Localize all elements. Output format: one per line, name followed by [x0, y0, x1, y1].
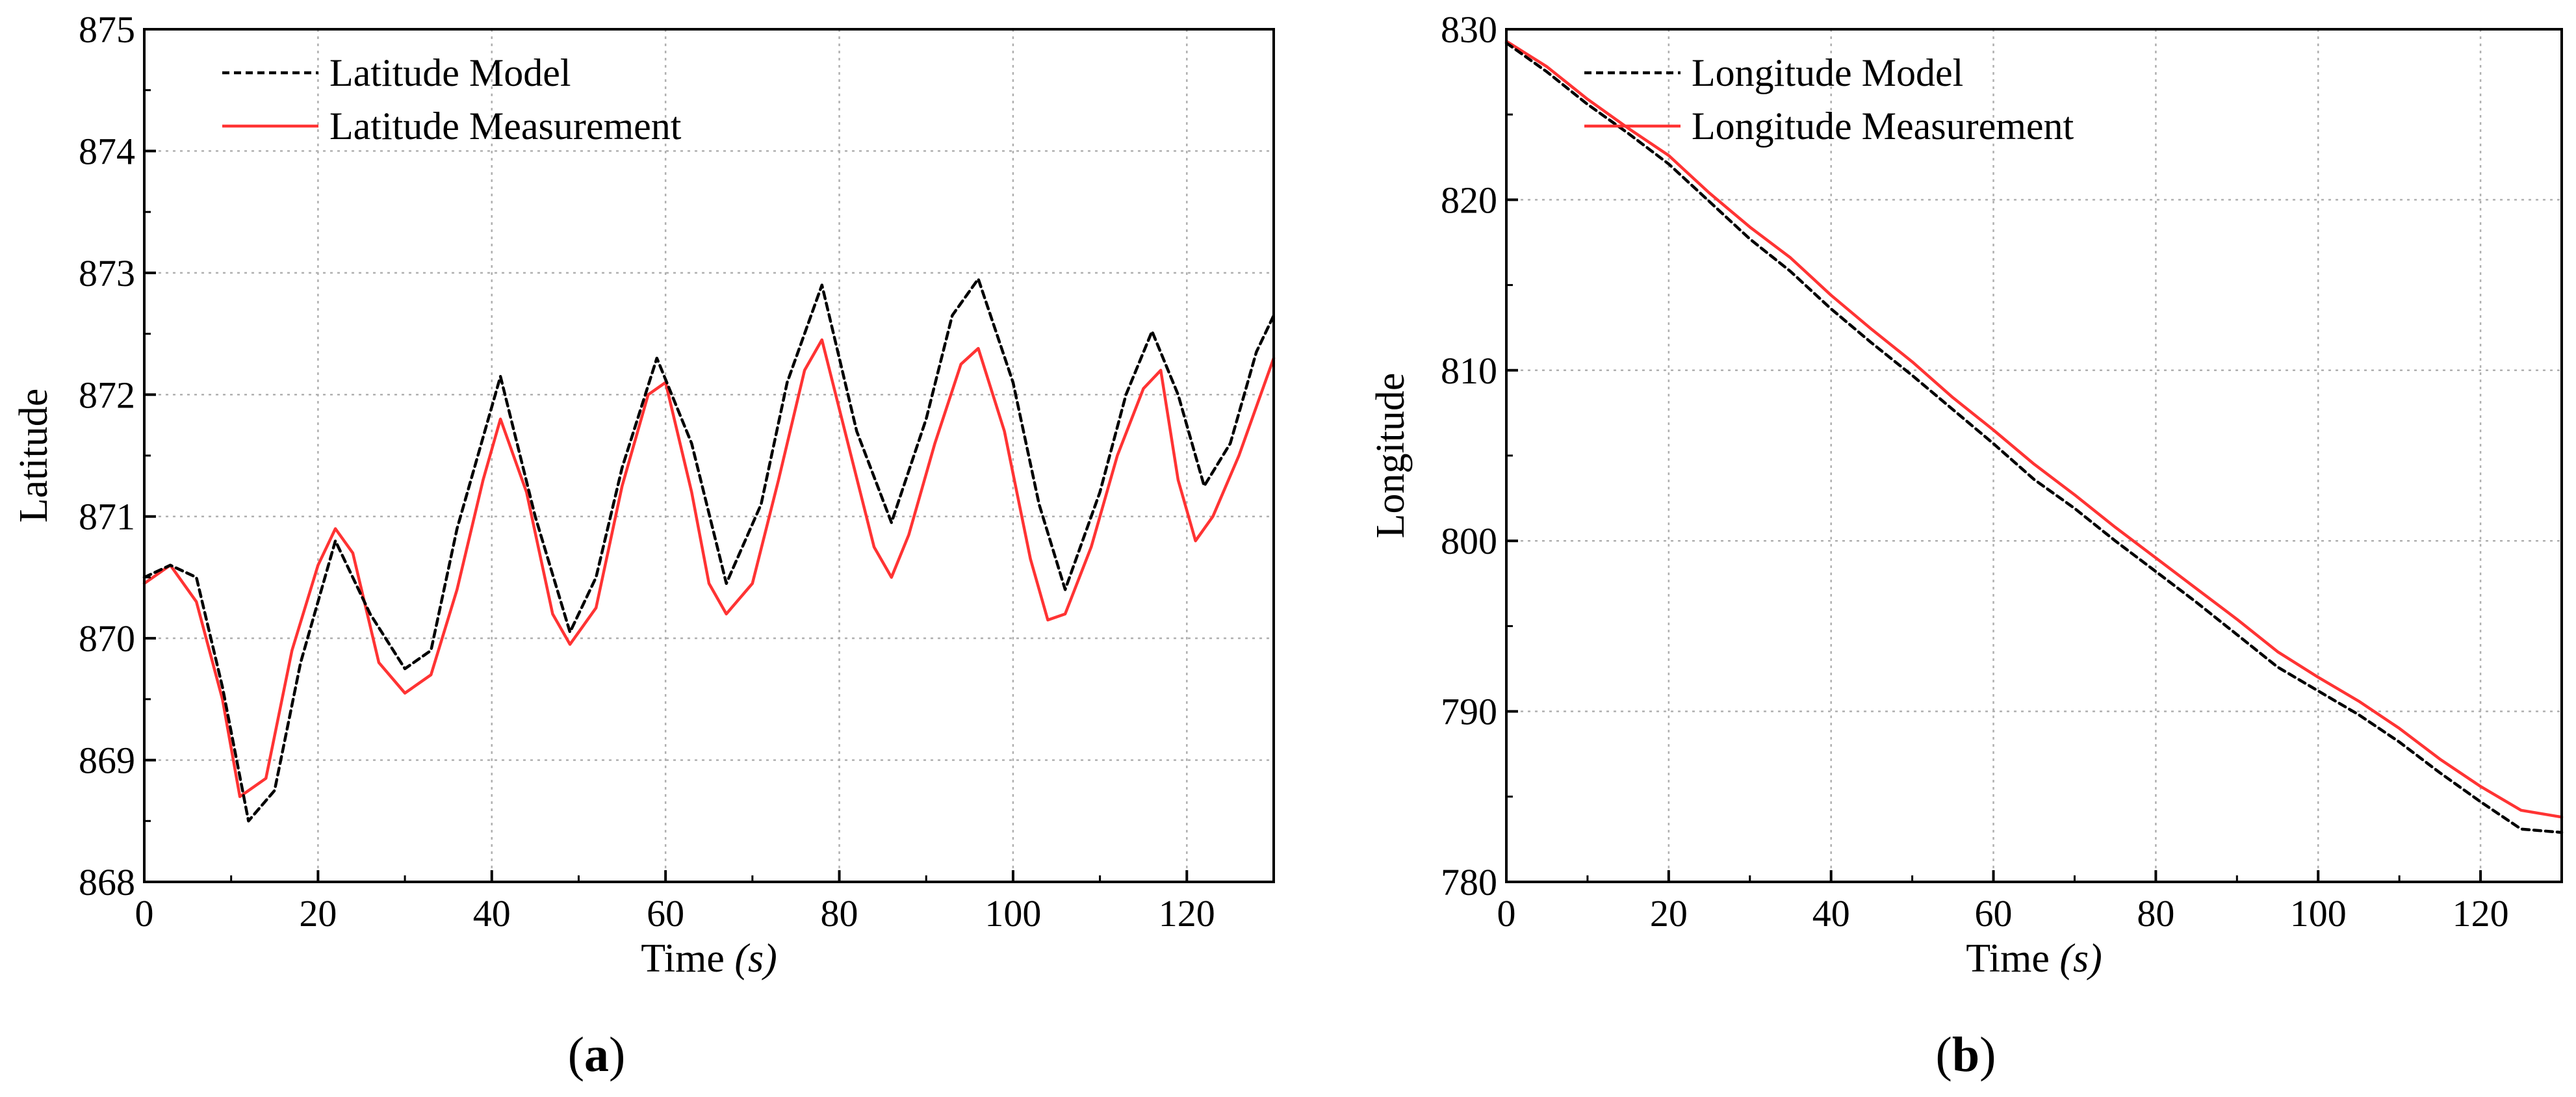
latitude-legend-label: Latitude Measurement	[329, 105, 682, 148]
longitude-ticks	[1505, 28, 2482, 883]
longitude-y-tick-label: 820	[1441, 179, 1497, 221]
panel-label-letter: a	[584, 1027, 609, 1082]
latitude-y-tick-label: 873	[79, 252, 135, 294]
latitude-y-axis-title: Latitude	[12, 389, 56, 523]
latitude-x-tick-label: 100	[985, 892, 1041, 935]
longitude-x-tick-label: 0	[1497, 892, 1516, 935]
panel-label-open: (	[568, 1027, 584, 1082]
x-axis-title-main: Time	[1966, 936, 2059, 981]
longitude-grid	[1506, 29, 2562, 882]
latitude-model-line	[142, 277, 1276, 823]
longitude-measurement-line	[1504, 40, 2564, 819]
longitude-x-tick-label: 80	[2137, 892, 2174, 935]
longitude-y-axis-title: Longitude	[1369, 373, 1413, 539]
latitude-y-tick-label: 875	[79, 8, 135, 51]
latitude-legend-label: Latitude Model	[329, 51, 571, 94]
longitude-y-tick-label: 810	[1441, 350, 1497, 392]
latitude-y-tick-label: 869	[79, 740, 135, 782]
panel-label-a: (a)	[568, 1027, 626, 1082]
longitude-y-tick-label: 830	[1441, 8, 1497, 51]
latitude-x-tick-label: 0	[135, 892, 154, 935]
latitude-y-tick-label: 872	[79, 374, 135, 416]
latitude-y-tick-label: 874	[79, 130, 135, 172]
longitude-series	[1504, 40, 2564, 834]
latitude-x-tick-label: 60	[647, 892, 684, 935]
longitude-tick-labels: 0 20 40 60 80 100 120 780 790 800 810 820 830	[1441, 8, 2509, 935]
latitude-y-tick-label: 871	[79, 496, 135, 538]
latitude-x-tick-label: 20	[299, 892, 337, 935]
latitude-tick-labels: 0 20 40 60 80 100 120 868 869 870 871 872 873 874 875	[79, 8, 1215, 935]
latitude-x-tick-label: 40	[473, 892, 511, 935]
longitude-legend: Longitude Model Longitude Measurement	[1584, 51, 2074, 148]
panel-label-b: (b)	[1936, 1027, 1996, 1082]
longitude-legend-label: Longitude Model	[1692, 51, 1963, 94]
x-axis-title-main: Time	[641, 936, 734, 981]
panel-label-close: )	[1979, 1027, 1996, 1082]
longitude-chart: 0 20 40 60 80 100 120 780 790 800 810 820 830 Time (…	[1369, 8, 2564, 1082]
panel-label-letter: b	[1952, 1027, 1979, 1082]
longitude-x-tick-label: 60	[1975, 892, 2013, 935]
longitude-x-tick-label: 100	[2290, 892, 2347, 935]
longitude-y-tick-label: 800	[1441, 520, 1497, 562]
latitude-x-axis-title: Time (s)	[641, 936, 777, 981]
longitude-x-tick-label: 120	[2453, 892, 2509, 935]
x-axis-title-unit: (s)	[734, 936, 777, 981]
longitude-y-tick-label: 780	[1441, 861, 1497, 903]
panel-label-open: (	[1936, 1027, 1952, 1082]
panel-label-close: )	[609, 1027, 625, 1082]
longitude-x-tick-label: 40	[1812, 892, 1850, 935]
latitude-y-tick-label: 870	[79, 617, 135, 660]
latitude-chart: 0 20 40 60 80 100 120868869870871872873874875 …	[12, 8, 1276, 1082]
longitude-model-line	[1504, 41, 2564, 834]
latitude-x-tick-label: 120	[1159, 892, 1215, 935]
latitude-ticks	[143, 28, 1189, 883]
longitude-legend-label: Longitude Measurement	[1692, 105, 2074, 148]
latitude-measurement-line	[142, 338, 1276, 799]
latitude-x-tick-label: 80	[821, 892, 858, 935]
longitude-x-axis-title: Time (s)	[1966, 936, 2102, 981]
latitude-legend: Latitude Model Latitude Measurement	[222, 51, 682, 148]
longitude-x-tick-label: 20	[1650, 892, 1688, 935]
latitude-y-tick-label: 868	[79, 861, 135, 903]
x-axis-title-unit: (s)	[2059, 936, 2102, 981]
longitude-y-tick-label: 790	[1441, 691, 1497, 733]
latitude-series	[142, 277, 1276, 823]
